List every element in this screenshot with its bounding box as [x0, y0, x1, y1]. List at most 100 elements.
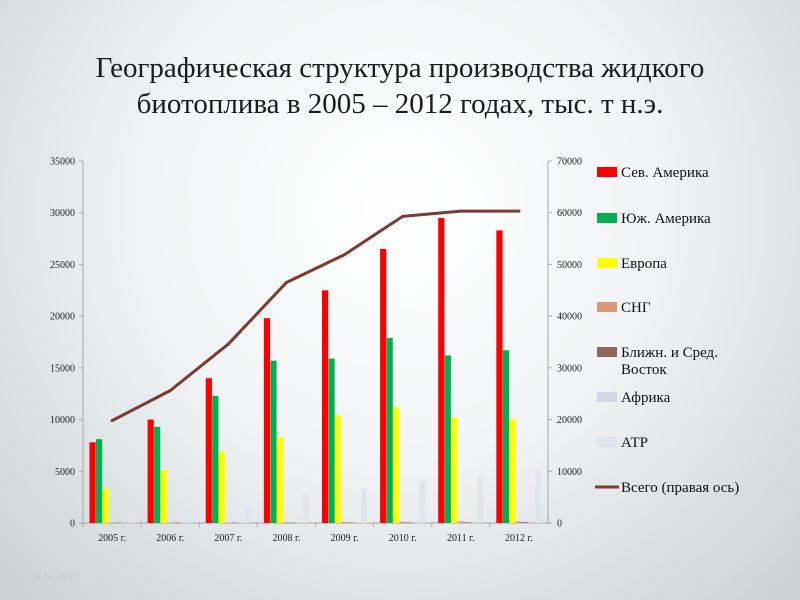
- bar: [276, 437, 284, 523]
- y-tick-label-left: 0: [70, 519, 75, 530]
- bar: [354, 521, 361, 523]
- bar: [218, 451, 225, 523]
- bar: [186, 509, 193, 523]
- y-tick-label-left: 30000: [50, 208, 75, 219]
- total-line: [111, 209, 519, 422]
- y-tick-label-left: 5000: [55, 467, 75, 478]
- bar: [289, 522, 297, 524]
- bar: [393, 407, 400, 523]
- legend-label: СНГ: [621, 300, 651, 316]
- y-tick-label-left: 20000: [50, 312, 75, 323]
- line-point: [401, 214, 405, 218]
- y-tick-label-right: 70000: [557, 157, 582, 168]
- legend-swatch: [597, 213, 617, 223]
- bar: [128, 514, 135, 523]
- bar: [180, 522, 187, 524]
- bar: [419, 480, 426, 523]
- bar: [477, 477, 484, 523]
- bar: [380, 248, 387, 523]
- bar: [205, 378, 212, 523]
- bar: [457, 521, 464, 523]
- bar: [160, 470, 167, 523]
- line-point: [517, 209, 521, 213]
- legend-swatch: [597, 347, 617, 357]
- bar: [334, 415, 342, 523]
- bar: [173, 522, 180, 524]
- line-point: [343, 253, 347, 257]
- bar: [502, 350, 510, 523]
- y-tick-label-right: 50000: [557, 260, 582, 271]
- x-tick-label: 2012 г.: [505, 533, 533, 544]
- line-point: [284, 281, 288, 285]
- y-tick-label-right: 10000: [557, 467, 582, 478]
- y-tick-label-left: 35000: [50, 157, 75, 168]
- y-tick-label-right: 60000: [557, 208, 582, 219]
- bar: [451, 417, 458, 523]
- legend-swatch: [597, 167, 617, 177]
- bar: [283, 522, 290, 523]
- slide-date: 06.06.2014: [30, 572, 81, 583]
- bar: [270, 360, 277, 523]
- bar: [147, 419, 154, 523]
- y-tick-label-right: 40000: [557, 312, 582, 323]
- bar: [121, 522, 129, 524]
- legend-label: Европа: [621, 256, 667, 272]
- x-tick-label: 2005 г.: [98, 533, 126, 544]
- legend-label: Юж. Америка: [621, 211, 711, 227]
- bar: [108, 522, 116, 524]
- bar: [515, 521, 523, 523]
- y-tick-label-left: 10000: [50, 415, 75, 426]
- bar: [154, 426, 161, 523]
- plot-area: 0 5000 10000 15000 20000 25000 30000 35000 0 1000…: [50, 157, 582, 545]
- bar: [535, 469, 542, 523]
- bar: [412, 521, 419, 523]
- bar: [509, 419, 516, 523]
- bar: [399, 521, 406, 523]
- bar: [386, 337, 393, 523]
- line-point: [226, 342, 230, 346]
- bar: [347, 522, 355, 523]
- legend-label: Ближн. и Сред. Восток: [621, 345, 718, 378]
- legend: Сев. Америка Юж. Америка Европа СНГ Ближн. и…: [595, 165, 739, 496]
- bar: [470, 521, 477, 523]
- legend-label: Сев. Америка: [621, 165, 709, 181]
- bar: [464, 522, 471, 523]
- legend-swatch: [597, 437, 617, 447]
- bar: [406, 522, 413, 523]
- bar: [522, 522, 529, 523]
- bar: [341, 521, 348, 523]
- bar: [296, 522, 303, 523]
- bar: [321, 290, 329, 523]
- legend-label: Всего (правая ось): [621, 480, 739, 496]
- legend-swatch: [597, 258, 617, 268]
- bar: [444, 355, 451, 523]
- line-point: [459, 209, 463, 213]
- x-tick-label: 2006 г.: [156, 533, 184, 544]
- bar: [89, 442, 96, 523]
- x-tick-label: 2007 г.: [214, 533, 242, 544]
- y-tick-label-right: 0: [557, 519, 562, 530]
- bar: [302, 493, 310, 523]
- bar: [244, 505, 251, 523]
- y-tick-label-right: 20000: [557, 415, 582, 426]
- bar: [263, 318, 271, 523]
- bar: [528, 521, 536, 523]
- x-tick-label: 2008 г.: [272, 533, 300, 544]
- x-tick-label: 2010 г.: [389, 533, 417, 544]
- bar: [328, 358, 335, 523]
- line-point: [168, 389, 172, 393]
- line-point: [110, 419, 114, 423]
- slide-title: Географическая структура производства жи…: [95, 52, 705, 120]
- x-tick-label: 2011 г.: [447, 533, 475, 544]
- bar: [496, 230, 503, 523]
- y-tick-label-right: 30000: [557, 363, 582, 374]
- bar: [238, 522, 245, 523]
- bar: [167, 522, 174, 524]
- bar: [212, 395, 219, 523]
- y-tick-label-left: 25000: [50, 260, 75, 271]
- bar: [360, 488, 368, 523]
- bar: [225, 522, 232, 523]
- x-tick-label: 2009 г.: [331, 533, 359, 544]
- bar: [115, 522, 122, 524]
